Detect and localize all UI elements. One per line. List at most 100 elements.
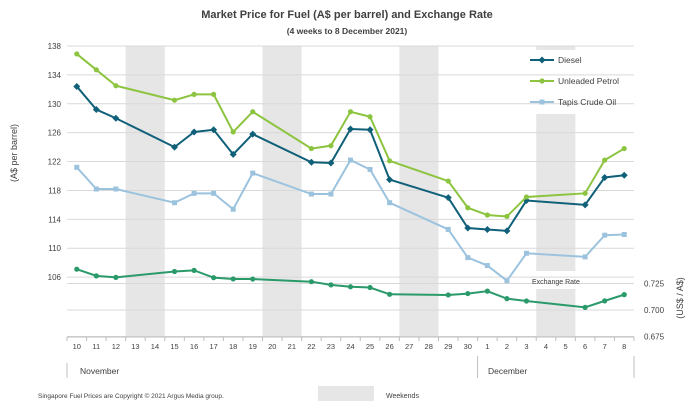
data-point-exchange-rate — [113, 274, 119, 280]
x-tick-label: 14 — [151, 342, 159, 351]
data-point-unleaded-petrol — [484, 212, 490, 218]
y-tick-label: 138 — [48, 42, 62, 51]
y-tick-label: 114 — [48, 215, 61, 224]
data-point-exchange-rate — [465, 290, 471, 297]
data-point-exchange-rate — [347, 284, 354, 290]
data-point-tapis-crude-oil — [621, 232, 627, 237]
data-point-tapis-crude-oil — [602, 232, 608, 238]
weekend-legend-swatch — [318, 386, 374, 401]
x-tick-label: 23 — [327, 342, 335, 351]
y-tick-label: 118 — [48, 186, 61, 195]
data-point-tapis-crude-oil — [172, 200, 178, 206]
y-tick-label: 134 — [48, 71, 62, 80]
data-point-exchange-rate — [308, 279, 314, 285]
x-tick-label: 15 — [170, 342, 178, 351]
data-point-diesel — [307, 158, 315, 166]
data-point-diesel — [210, 126, 218, 134]
data-point-exchange-rate — [602, 298, 608, 304]
data-point-tapis-crude-oil — [211, 190, 217, 196]
data-point-diesel — [503, 227, 511, 235]
data-point-unleaded-petrol — [211, 91, 217, 97]
data-point-diesel — [444, 194, 452, 202]
data-point-tapis-crude-oil — [93, 186, 99, 192]
data-point-unleaded-petrol — [328, 143, 334, 149]
y-axis-label-right: (US$ / A$) — [675, 277, 685, 319]
exchange-rate-label: Exchange Rate — [532, 279, 580, 286]
x-tick-label: 29 — [444, 342, 452, 351]
data-point-tapis-crude-oil — [387, 200, 393, 206]
data-point-unleaded-petrol — [308, 145, 314, 152]
axis-labels: 10 11 12 13 14 15 16 17 18 19 20 21 22 23 24 25 26 27 28 29… — [66, 342, 635, 378]
data-point-exchange-rate — [387, 291, 393, 297]
y-tick-label: 122 — [48, 158, 62, 167]
data-point-diesel — [366, 126, 374, 134]
data-point-unleaded-petrol — [387, 158, 393, 164]
data-point-unleaded-petrol — [191, 91, 197, 97]
data-point-diesel — [92, 106, 100, 114]
weekend-band — [536, 46, 576, 50]
month-label-december: December — [488, 366, 527, 376]
weekend-legend-label: Weekends — [386, 393, 419, 400]
weekend-band — [536, 114, 576, 271]
x-tick-label: 7 — [603, 342, 607, 351]
data-point-diesel — [190, 128, 198, 136]
data-point-tapis-crude-oil — [465, 255, 471, 261]
y-right-tick-label: 0.700 — [644, 306, 665, 315]
y-tick-label: 106 — [48, 273, 62, 282]
legend-tapis-label: Tapis Crude Oil — [558, 97, 616, 107]
data-point-tapis-crude-oil — [523, 250, 529, 256]
y-tick-label: 130 — [48, 100, 62, 109]
data-point-exchange-rate — [93, 273, 99, 279]
data-point-exchange-rate — [74, 266, 80, 272]
data-point-exchange-rate — [621, 292, 627, 298]
legend-tapis-marker — [539, 99, 545, 105]
data-point-exchange-rate — [582, 304, 588, 310]
month-label-november: November — [80, 366, 119, 376]
data-point-unleaded-petrol — [230, 129, 236, 135]
data-point-unleaded-petrol — [250, 109, 256, 115]
copyright-note: Singapore Fuel Prices are Copyright © 20… — [38, 392, 224, 400]
data-point-unleaded-petrol — [93, 67, 99, 73]
data-point-exchange-rate — [328, 282, 334, 288]
data-point-unleaded-petrol — [465, 205, 471, 211]
y-tick-label: 110 — [48, 244, 61, 253]
weekend-band — [536, 289, 576, 337]
data-point-exchange-rate — [445, 292, 451, 298]
x-tick-label: 19 — [249, 342, 257, 351]
data-point-exchange-rate — [523, 298, 530, 304]
data-point-unleaded-petrol — [602, 157, 608, 163]
x-tick-label: 2 — [505, 342, 509, 351]
legend: Diesel Unleaded Petrol Tapis Crude Oil — [530, 55, 619, 107]
legend-unleaded-marker — [539, 78, 545, 84]
y-right-tick-label: 0.675 — [644, 333, 665, 342]
x-tick-label: 17 — [209, 342, 217, 351]
x-tick-label: 8 — [622, 342, 626, 351]
x-tick-label: 21 — [288, 342, 296, 351]
x-tick-label: 28 — [425, 342, 433, 351]
data-point-tapis-crude-oil — [328, 191, 334, 197]
data-point-tapis-crude-oil — [582, 254, 588, 260]
chart-subtitle: (4 weeks to 8 December 2021) — [287, 26, 408, 36]
x-tick-label: 1 — [485, 342, 489, 351]
data-point-tapis-crude-oil — [230, 206, 236, 212]
x-tick-label: 25 — [366, 342, 374, 351]
x-tick-label: 10 — [73, 342, 81, 351]
weekend-band — [125, 46, 165, 337]
legend-diesel-marker — [538, 56, 546, 64]
legend-unleaded-label: Unleaded Petrol — [558, 76, 619, 86]
weekend-band — [399, 46, 439, 337]
x-tick-label: 30 — [464, 342, 472, 351]
data-point-diesel — [483, 225, 491, 233]
x-tick-label: 16 — [190, 342, 198, 351]
x-tick-label: 27 — [405, 342, 413, 351]
data-point-unleaded-petrol — [523, 194, 530, 200]
data-point-unleaded-petrol — [74, 51, 80, 57]
data-point-exchange-rate — [250, 276, 256, 282]
x-tick-label: 4 — [544, 342, 548, 351]
data-point-unleaded-petrol — [504, 213, 510, 220]
data-point-diesel — [249, 130, 257, 138]
data-point-exchange-rate — [230, 276, 236, 282]
chart-title: Market Price for Fuel (A$ per barrel) an… — [201, 9, 493, 21]
data-point-tapis-crude-oil — [367, 167, 373, 172]
x-tick-label: 20 — [268, 342, 276, 351]
